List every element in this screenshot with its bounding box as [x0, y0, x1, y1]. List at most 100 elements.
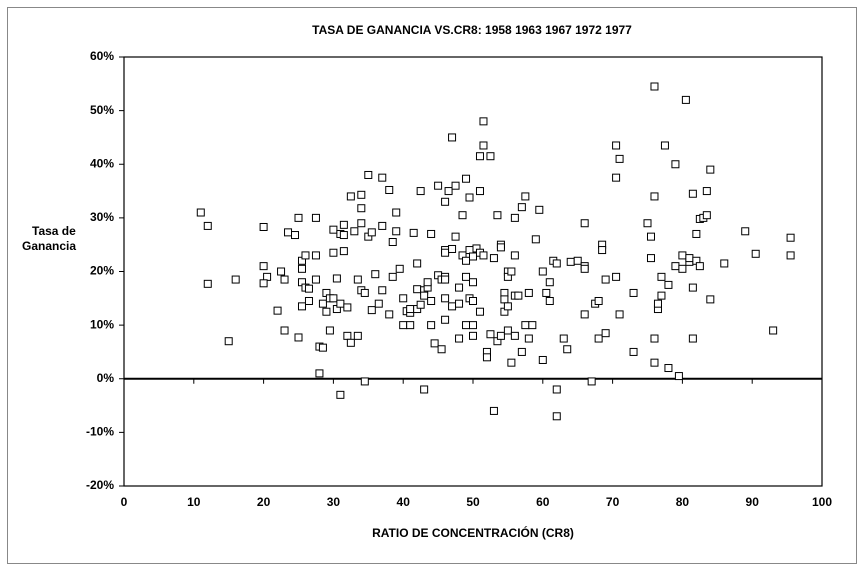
scatter-point: [231, 275, 240, 284]
x-tick-label: 0: [121, 495, 128, 509]
scatter-point: [371, 270, 380, 279]
scatter-point: [664, 364, 673, 373]
chart-title: TASA DE GANANCIA VS.CR8: 1958 1963 1967 …: [312, 23, 632, 37]
scatter-point: [503, 326, 512, 335]
scatter-point: [294, 333, 303, 342]
scatter-point: [493, 211, 502, 220]
scatter-point: [329, 225, 338, 234]
scatter-point: [346, 192, 355, 201]
scatter-point: [566, 257, 575, 266]
scatter-point: [615, 154, 624, 163]
scatter-point: [496, 243, 505, 252]
scatter-point: [441, 197, 450, 206]
scatter-point: [441, 315, 450, 324]
scatter-point: [388, 272, 397, 281]
y-tick-label: -10%: [86, 425, 114, 439]
scatter-point: [650, 82, 659, 91]
y-tick-label: 0%: [97, 371, 115, 385]
scatter-point: [297, 264, 306, 273]
scatter-point: [552, 259, 561, 268]
scatter-point: [741, 227, 750, 236]
scatter-point: [486, 152, 495, 161]
scatter-point: [455, 283, 464, 292]
scatter-point: [339, 231, 348, 240]
scatter-point: [552, 385, 561, 394]
scatter-point: [465, 193, 474, 202]
scatter-point: [692, 229, 701, 238]
scatter-point: [448, 302, 457, 311]
scatter-point: [629, 347, 638, 356]
scatter-point: [559, 334, 568, 343]
scatter-point: [657, 291, 666, 300]
scatter-point: [441, 248, 450, 257]
scatter-point: [681, 95, 690, 104]
scatter-point: [524, 288, 533, 297]
scatter-point: [660, 141, 669, 150]
scatter-point: [479, 117, 488, 126]
scatter-point: [517, 347, 526, 356]
y-axis-title: Tasa de: [32, 224, 76, 238]
scatter-point: [392, 208, 401, 217]
scatter-point: [346, 338, 355, 347]
scatter-point: [462, 272, 471, 281]
scatter-point: [357, 219, 366, 228]
scatter-point: [469, 252, 477, 261]
scatter-point: [399, 321, 408, 330]
scatter-point: [420, 385, 429, 394]
scatter-point: [688, 189, 697, 198]
scatter-point: [413, 259, 422, 268]
scatter-point: [353, 275, 362, 284]
scatter-point: [524, 334, 533, 343]
scatter-point: [385, 185, 394, 194]
scatter-point: [301, 251, 310, 260]
scatter-point: [650, 358, 659, 367]
y-tick-label: 50%: [90, 103, 114, 117]
scatter-point: [650, 192, 659, 201]
scatter-point: [538, 355, 547, 364]
scatter-point: [259, 279, 268, 288]
scatter-point: [646, 254, 655, 263]
scatter-point: [280, 275, 289, 284]
x-tick-label: 90: [746, 495, 760, 509]
scatter-point: [280, 326, 289, 335]
scatter-point: [392, 227, 401, 236]
scatter-point: [203, 279, 212, 288]
scatter-point: [503, 302, 512, 311]
scatter-point: [678, 264, 687, 273]
scatter-point: [427, 229, 436, 238]
scatter-point: [325, 326, 334, 335]
scatter-point: [674, 372, 683, 381]
scatter-point: [318, 343, 327, 352]
scatter-point: [469, 296, 477, 305]
scatter-point: [329, 294, 338, 303]
scatter-point: [664, 280, 673, 289]
scatter-point: [448, 244, 457, 253]
scatter-point: [420, 291, 429, 300]
scatter-point: [528, 321, 537, 330]
scatter-point: [343, 331, 352, 340]
scatter-point: [598, 246, 607, 255]
x-tick-label: 40: [397, 495, 411, 509]
scatter-point: [364, 170, 373, 179]
scatter-point: [462, 256, 471, 265]
scatter-point: [507, 358, 516, 367]
scatter-point: [339, 220, 348, 229]
scatter-point: [203, 221, 212, 230]
scatter-point: [336, 299, 345, 308]
x-tick-label: 30: [327, 495, 341, 509]
scatter-point: [615, 310, 624, 319]
scatter-point: [455, 299, 464, 308]
scatter-point: [535, 205, 544, 214]
scatter-point: [545, 296, 554, 305]
scatter-point: [284, 228, 293, 237]
scatter-point: [552, 412, 561, 421]
scatter-point: [475, 307, 484, 316]
scatter-point: [427, 321, 436, 330]
scatter-point: [458, 211, 467, 220]
scatter-point: [399, 294, 408, 303]
scatter-point: [702, 211, 711, 220]
scatter-point: [486, 330, 495, 339]
scatter-point: [594, 334, 603, 343]
scatter-point: [646, 232, 655, 241]
scatter-point: [612, 173, 621, 182]
